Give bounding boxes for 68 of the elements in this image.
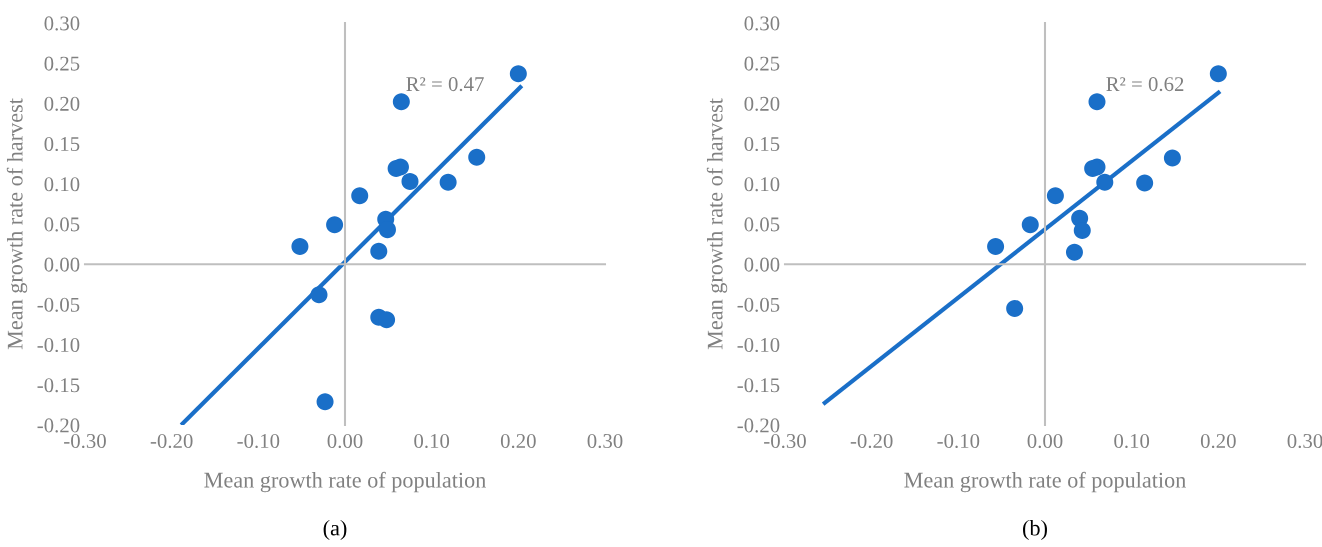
x-tick-label: -0.10: [937, 433, 980, 449]
point: [1006, 299, 1024, 317]
point: [468, 148, 486, 166]
y-axis-title: Mean growth rate of harvest: [6, 98, 28, 350]
point: [378, 311, 396, 329]
x-tick-label: -0.30: [64, 433, 106, 449]
x-tick-label: -0.20: [850, 433, 893, 449]
point: [392, 93, 410, 111]
y-tick-label: 0.15: [744, 136, 780, 152]
y-tick-label: -0.20: [37, 418, 80, 433]
y-tick-label: 0.00: [744, 257, 780, 272]
x-tick-label: 0.20: [1200, 433, 1236, 449]
x-tick-label: 0.10: [1114, 433, 1150, 449]
text: (b): [1023, 519, 1047, 541]
y-tick-label: 0.00: [44, 257, 80, 272]
x-tick-label: 0.30: [587, 433, 623, 449]
x-tick-label: 0.00: [327, 433, 363, 449]
point: [316, 393, 334, 411]
point: [1065, 243, 1083, 261]
point: [326, 216, 344, 234]
y-tick-label: 0.20: [744, 96, 780, 111]
y-tick-label: -0.15: [737, 378, 780, 393]
y-tick-label: 0.05: [44, 217, 80, 232]
point: [987, 238, 1005, 256]
y-tick-label: -0.05: [37, 297, 80, 312]
y-tick-label: 0.05: [744, 217, 780, 232]
x-tick-label: 0.00: [1027, 433, 1063, 449]
point: [401, 172, 419, 190]
point: [509, 65, 527, 83]
point: [1021, 216, 1039, 234]
y-tick-label: 0.10: [744, 177, 780, 192]
annotation: R² = 0.62: [1106, 77, 1184, 92]
y-tick-label: 0.30: [744, 16, 780, 31]
point: [439, 173, 457, 191]
x-tick-label: 0.10: [414, 433, 450, 449]
y-tick-label: -0.20: [737, 418, 780, 433]
x-tick-label: -0.20: [150, 433, 193, 449]
y-tick-label: 0.25: [744, 56, 780, 71]
y-tick-label: 0.10: [44, 177, 80, 192]
x-tick-label: -0.10: [237, 433, 280, 449]
text: (a): [323, 519, 347, 541]
point: [1163, 149, 1181, 167]
point: [1136, 174, 1154, 192]
y-tick-label: 0.15: [44, 136, 80, 152]
y-axis-title: Mean growth rate of harvest: [706, 98, 728, 350]
y-tick-label: -0.05: [737, 297, 780, 312]
point: [1046, 187, 1064, 205]
x-tick-label: 0.20: [500, 433, 536, 449]
point: [1209, 65, 1227, 83]
y-tick-label: -0.10: [737, 337, 780, 353]
x-axis-title: Mean growth rate of population: [204, 471, 486, 493]
y-tick-label: 0.30: [44, 16, 80, 31]
point: [351, 187, 369, 205]
x-axis-title: Mean growth rate of population: [904, 471, 1186, 493]
point: [370, 242, 388, 260]
y-tick-label: -0.15: [37, 378, 80, 393]
x-tick-label: 0.30: [1287, 433, 1322, 449]
y-tick-label: 0.25: [44, 56, 80, 71]
y-tick-label: -0.10: [37, 337, 80, 353]
x-tick-label: -0.30: [764, 433, 806, 449]
point: [378, 221, 396, 239]
y-tick-label: 0.20: [44, 96, 80, 111]
point: [1096, 173, 1114, 191]
point: [310, 286, 328, 304]
point: [1073, 221, 1091, 239]
annotation: R² = 0.47: [406, 77, 484, 92]
point: [1088, 93, 1106, 111]
point: [291, 238, 309, 256]
